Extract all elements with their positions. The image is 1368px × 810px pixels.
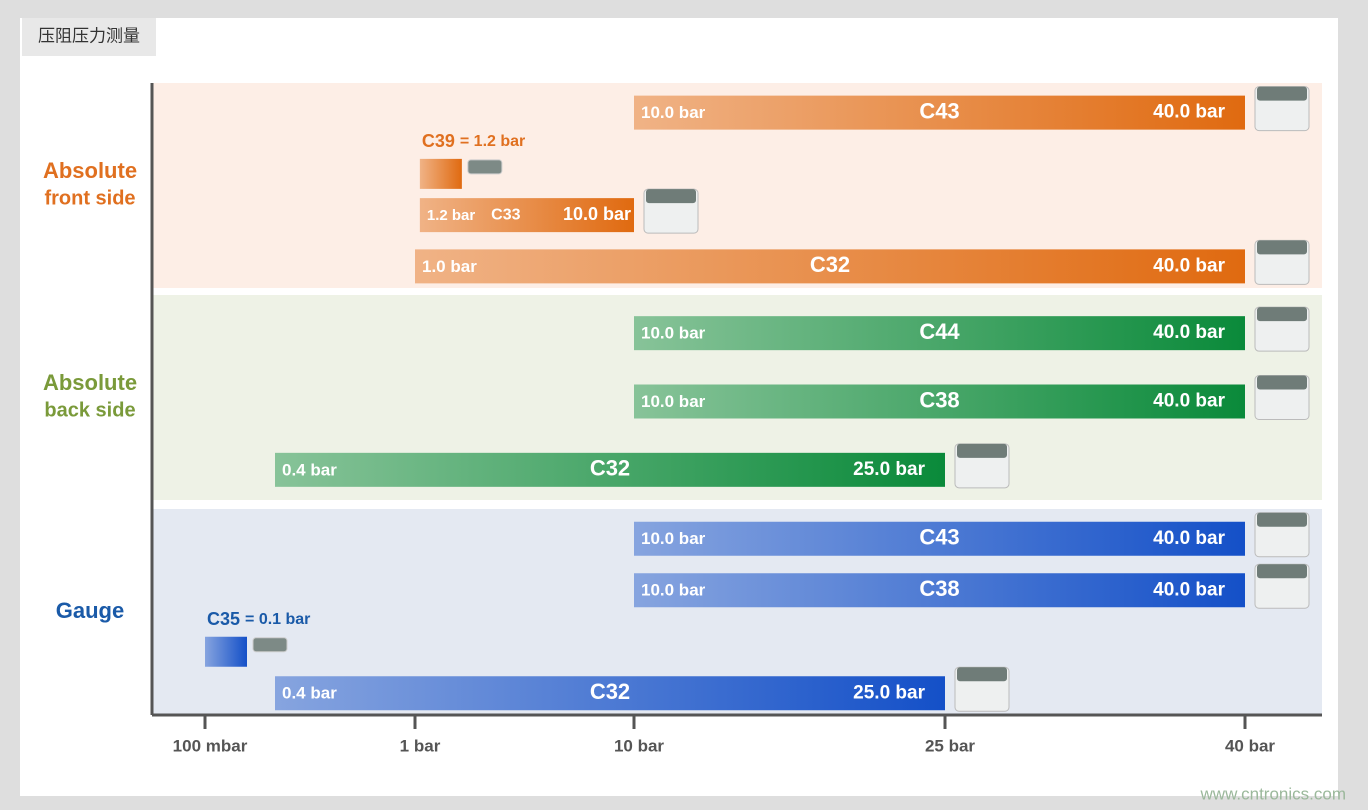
start-label: 10.0 bar — [641, 581, 706, 600]
start-label: 10.0 bar — [641, 392, 706, 411]
watermark: www.cntronics.com — [1200, 784, 1346, 803]
sensor-icon — [1257, 564, 1307, 579]
point-value-label: = 0.1 bar — [245, 611, 310, 628]
bar-name: C32 — [590, 679, 630, 704]
title-tab — [22, 18, 156, 56]
end-label: 25.0 bar — [853, 459, 925, 480]
range-bar — [634, 521, 1245, 556]
sensor-icon — [957, 443, 1007, 458]
point-name: C39 — [422, 131, 455, 151]
start-label: 10.0 bar — [641, 324, 706, 343]
point-marker — [419, 158, 462, 189]
range-bar — [275, 452, 945, 487]
bar-name: C44 — [919, 319, 960, 344]
sensor-icon — [252, 637, 288, 653]
point-marker — [205, 636, 247, 667]
group-label: Gauge — [56, 598, 124, 623]
end-label: 40.0 bar — [1153, 322, 1225, 343]
bar-name: C32 — [590, 456, 630, 481]
bar-name: C38 — [919, 576, 959, 601]
end-label: 40.0 bar — [1153, 528, 1225, 549]
range-bar — [634, 316, 1245, 351]
sensor-icon — [646, 189, 696, 204]
group-label: Absolute — [43, 370, 137, 395]
x-tick-label: 25 bar — [925, 736, 975, 755]
end-label: 25.0 bar — [853, 682, 925, 703]
start-label: 10.0 bar — [641, 529, 706, 548]
x-tick-label: 10 bar — [614, 736, 664, 755]
range-bar — [419, 198, 634, 233]
range-bar — [275, 676, 945, 711]
bar-name: C38 — [919, 387, 959, 412]
x-tick-label: 1 bar — [400, 736, 441, 755]
start-label: 1.0 bar — [422, 257, 477, 276]
bar-name: C33 — [491, 206, 520, 223]
x-tick-label: 100 mbar — [173, 736, 248, 755]
sensor-icon — [1257, 240, 1307, 255]
bar-name: C32 — [810, 252, 850, 277]
start-label: 1.2 bar — [427, 207, 476, 224]
point-label: C39 = 1.2 bar — [422, 131, 525, 151]
chart-title: 压阻压力测量 — [38, 26, 140, 45]
group-label: back side — [44, 399, 135, 421]
sensor-icon — [1257, 512, 1307, 527]
group-label: front side — [44, 187, 135, 209]
start-label: 0.4 bar — [282, 684, 337, 703]
end-label: 40.0 bar — [1153, 255, 1225, 276]
range-bar — [634, 384, 1245, 419]
range-bar — [634, 95, 1245, 130]
end-label: 40.0 bar — [1153, 579, 1225, 600]
bar-name: C43 — [919, 525, 959, 550]
point-label: C35 = 0.1 bar — [207, 609, 310, 629]
x-tick-label: 40 bar — [1225, 736, 1275, 755]
sensor-icon — [957, 667, 1007, 682]
range-bar — [415, 249, 1245, 284]
group-label: Absolute — [43, 158, 137, 183]
end-label: 10.0 bar — [563, 204, 631, 224]
sensor-icon — [1257, 375, 1307, 390]
end-label: 40.0 bar — [1153, 102, 1225, 123]
start-label: 0.4 bar — [282, 460, 337, 479]
end-label: 40.0 bar — [1153, 391, 1225, 412]
sensor-icon — [467, 159, 503, 175]
point-name: C35 — [207, 609, 240, 629]
start-label: 10.0 bar — [641, 103, 706, 122]
range-bar — [634, 573, 1245, 608]
bar-name: C43 — [919, 98, 959, 123]
sensor-icon — [1257, 86, 1307, 101]
point-value-label: = 1.2 bar — [460, 133, 525, 150]
sensor-icon — [1257, 307, 1307, 322]
